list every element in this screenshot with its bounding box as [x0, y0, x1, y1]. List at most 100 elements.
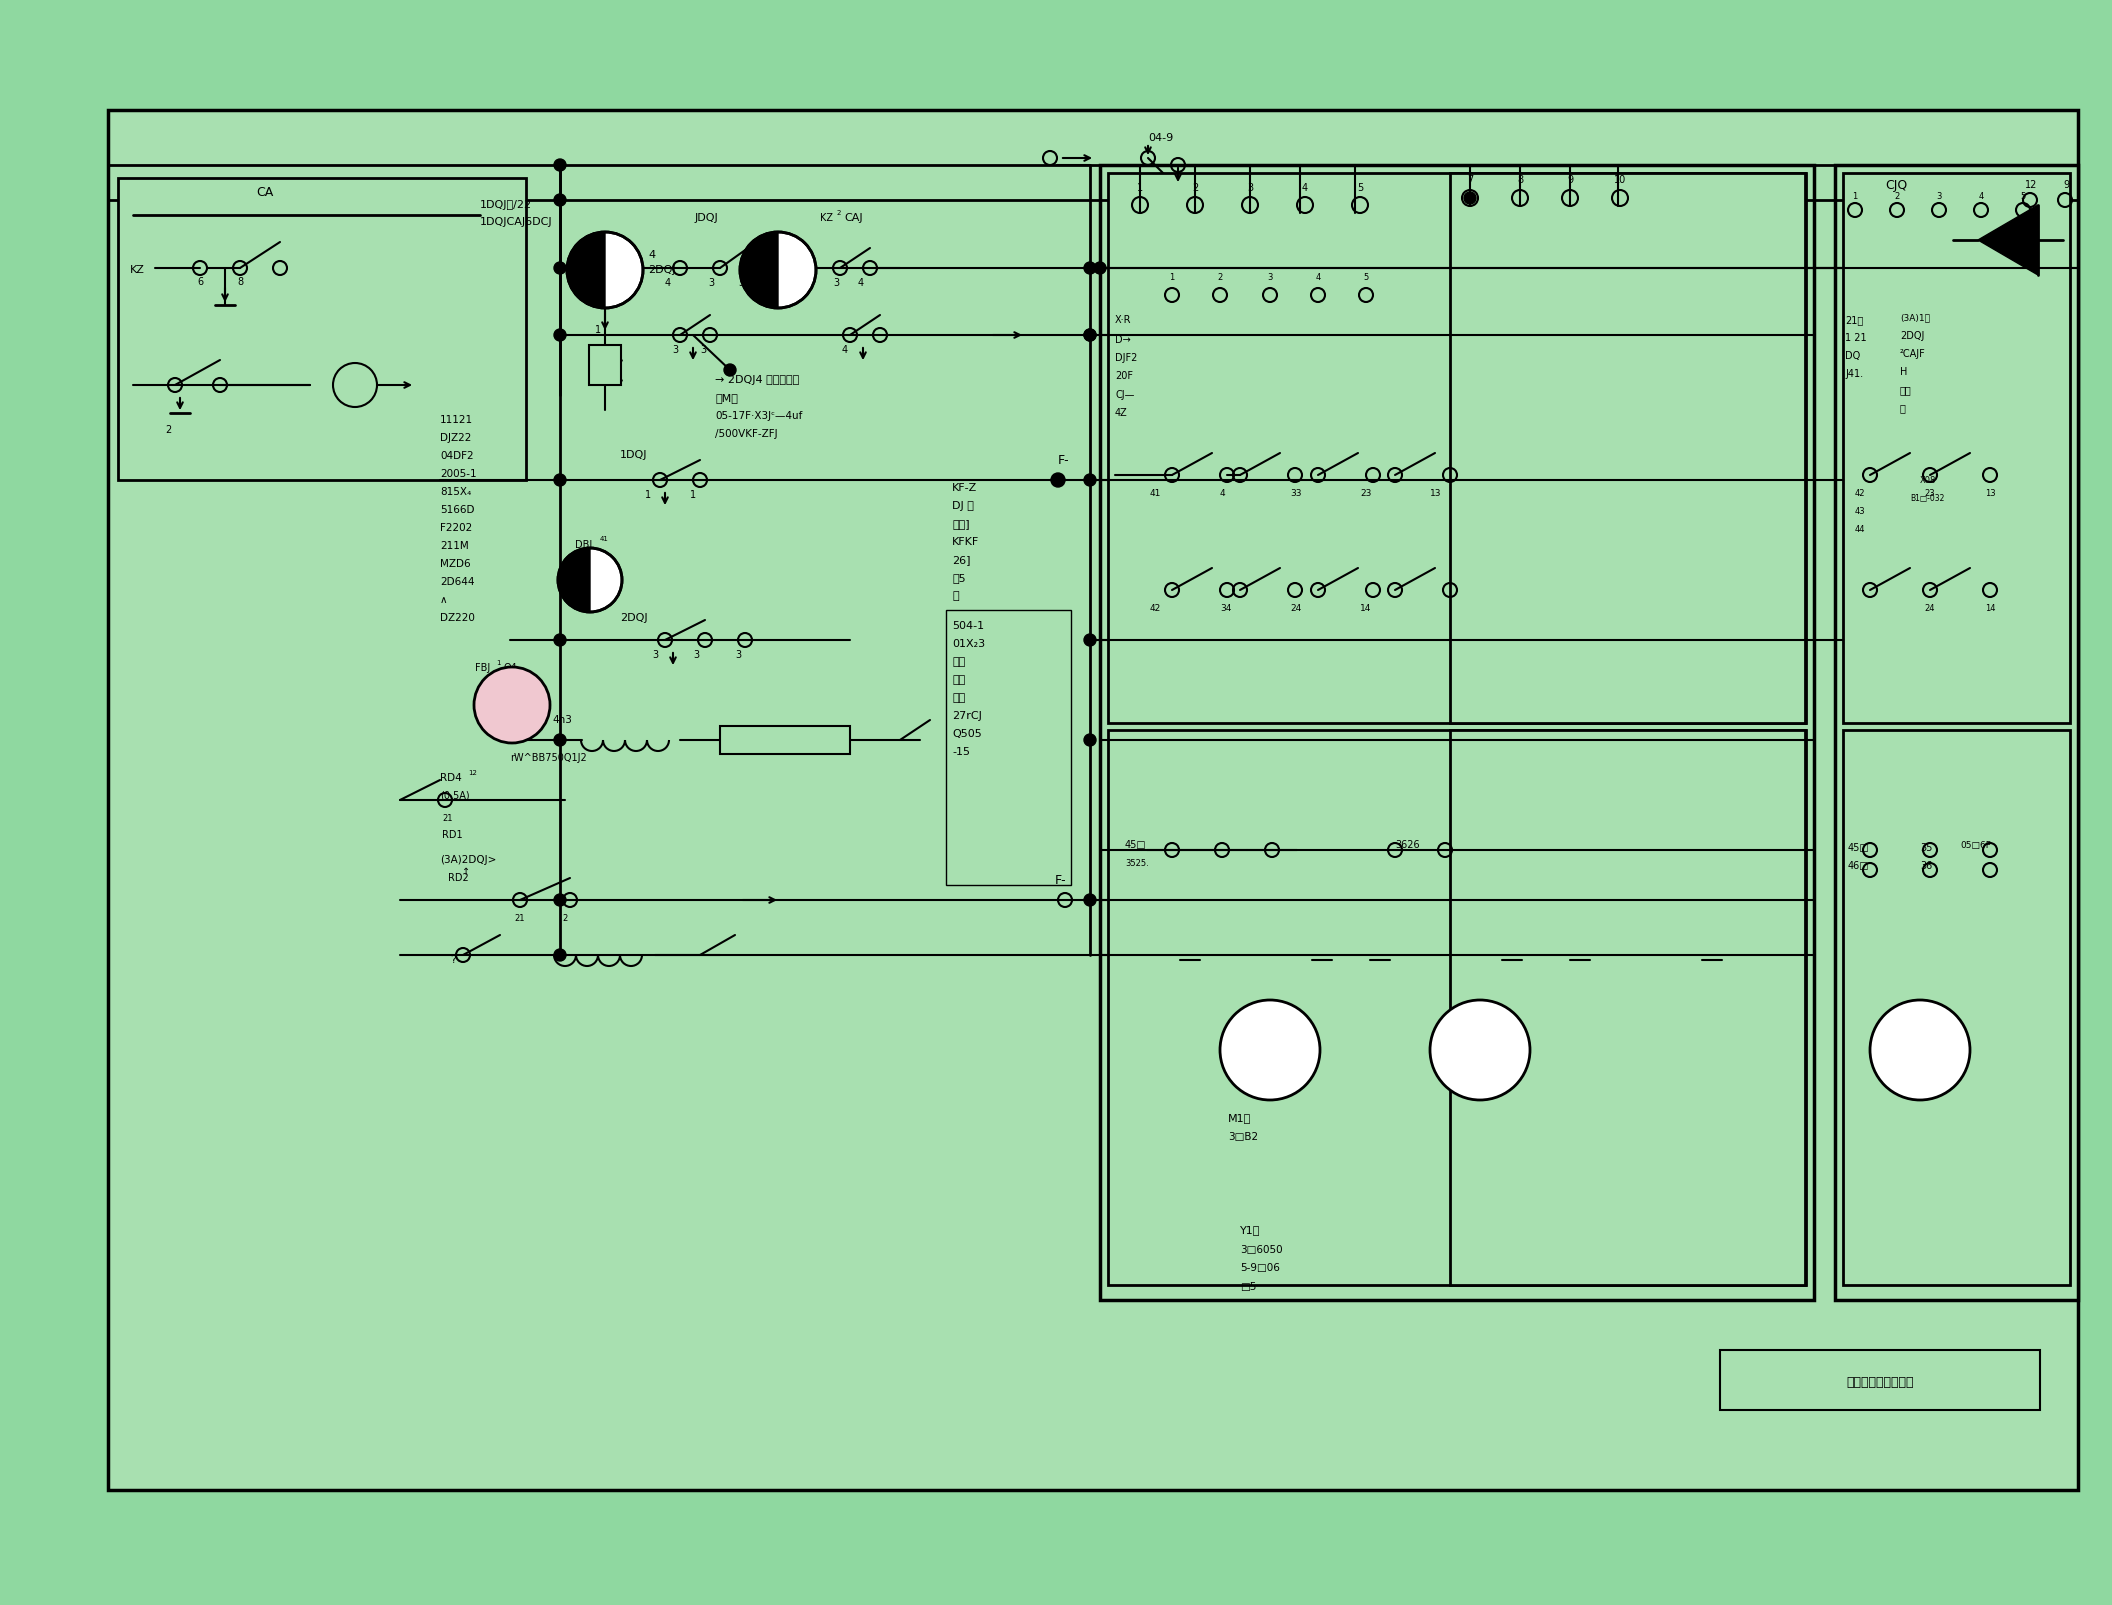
- Text: RD1: RD1: [441, 830, 463, 839]
- Text: （5: （5: [953, 573, 965, 583]
- Text: CJ—: CJ—: [1115, 390, 1134, 400]
- Text: CJQ: CJQ: [1886, 178, 1907, 191]
- Text: 8: 8: [237, 278, 243, 287]
- Text: 211M: 211M: [439, 541, 469, 551]
- Text: 属: 属: [953, 591, 959, 600]
- Text: 缆盒: 缆盒: [953, 693, 965, 703]
- Text: 10: 10: [1614, 175, 1626, 185]
- Text: rW^BB750Q1J2: rW^BB750Q1J2: [509, 753, 587, 762]
- Text: JDQJ: JDQJ: [695, 213, 718, 223]
- Text: FBJ: FBJ: [475, 663, 490, 672]
- Bar: [118, 178, 526, 480]
- Text: 4: 4: [1221, 488, 1225, 498]
- Text: 14: 14: [1360, 603, 1371, 613]
- Text: 4: 4: [665, 278, 672, 287]
- Text: KFKF: KFKF: [953, 538, 980, 547]
- Circle shape: [553, 733, 566, 746]
- Text: DJZ22: DJZ22: [439, 433, 471, 443]
- Text: 3: 3: [572, 250, 581, 260]
- Text: 13: 13: [1430, 488, 1442, 498]
- Circle shape: [739, 233, 815, 308]
- Text: 盒电: 盒电: [953, 676, 965, 685]
- Text: 2DQJ: 2DQJ: [648, 265, 676, 274]
- Circle shape: [1052, 473, 1064, 486]
- Text: 3□6050: 3□6050: [1240, 1245, 1282, 1255]
- Text: 3: 3: [1246, 183, 1252, 193]
- Circle shape: [553, 634, 566, 645]
- Text: 4: 4: [843, 345, 849, 355]
- Text: 3: 3: [693, 650, 699, 660]
- Text: 504-1: 504-1: [953, 621, 984, 631]
- Text: 45□: 45□: [1126, 839, 1147, 851]
- Bar: [1109, 730, 1806, 1286]
- Text: RD4: RD4: [439, 774, 463, 783]
- Text: 6: 6: [196, 278, 203, 287]
- Text: 04-9: 04-9: [1149, 133, 1174, 143]
- Bar: [1109, 173, 1806, 722]
- Circle shape: [1083, 634, 1096, 645]
- Circle shape: [1869, 1000, 1970, 1099]
- Text: 层一: 层一: [1901, 385, 1911, 395]
- Text: 2: 2: [1217, 273, 1223, 281]
- Text: （M）: （M）: [716, 393, 737, 403]
- Text: 11121: 11121: [439, 416, 473, 425]
- Text: 5: 5: [1364, 273, 1369, 281]
- Circle shape: [553, 329, 566, 340]
- Circle shape: [1083, 473, 1096, 486]
- Circle shape: [1094, 262, 1107, 274]
- Text: 33: 33: [1290, 488, 1301, 498]
- Text: 1DQJ：/22: 1DQJ：/22: [479, 201, 532, 210]
- Text: 36: 36: [1920, 860, 1932, 872]
- Text: CAJ: CAJ: [845, 213, 862, 223]
- Text: 电缆: 电缆: [953, 656, 965, 668]
- Text: 14: 14: [1985, 603, 1996, 613]
- Circle shape: [553, 949, 566, 961]
- Text: 3: 3: [1937, 191, 1941, 201]
- Text: 1DQJ: 1DQJ: [621, 449, 648, 461]
- Circle shape: [566, 233, 642, 308]
- Text: D→: D→: [1115, 335, 1130, 345]
- Text: 23: 23: [1924, 488, 1935, 498]
- Text: 12: 12: [469, 770, 477, 775]
- Text: 4Z: 4Z: [1115, 408, 1128, 417]
- Circle shape: [724, 364, 735, 376]
- Text: 2D644: 2D644: [439, 578, 475, 587]
- Text: 01X₂3: 01X₂3: [953, 639, 984, 648]
- Text: 41: 41: [1151, 488, 1162, 498]
- Text: O4: O4: [503, 663, 517, 672]
- Bar: [720, 725, 849, 754]
- Circle shape: [1221, 1000, 1320, 1099]
- Text: Y1、: Y1、: [1240, 1225, 1261, 1234]
- Text: 5: 5: [2021, 191, 2025, 201]
- Text: 24: 24: [1290, 603, 1301, 613]
- Text: → 2DQJ4 一、第二动: → 2DQJ4 一、第二动: [716, 376, 798, 385]
- Text: 5-9□06: 5-9□06: [1240, 1263, 1280, 1273]
- Text: B1□-032: B1□-032: [1909, 493, 1945, 502]
- Text: 4: 4: [1316, 273, 1320, 281]
- Text: F2202: F2202: [439, 523, 473, 533]
- Text: 7: 7: [1468, 175, 1474, 185]
- Text: 2: 2: [165, 425, 171, 435]
- Wedge shape: [739, 233, 777, 308]
- Text: 8: 8: [1516, 175, 1523, 185]
- Text: F-: F-: [1056, 873, 1067, 886]
- Text: J41.: J41.: [1846, 369, 1863, 379]
- Text: 3: 3: [708, 278, 714, 287]
- Text: 2: 2: [836, 210, 841, 217]
- Bar: [1451, 730, 1806, 1286]
- Text: 1 21: 1 21: [1846, 332, 1867, 343]
- Text: 05□6F: 05□6F: [1960, 841, 1992, 849]
- Text: DBJ: DBJ: [574, 539, 591, 551]
- Bar: [1835, 165, 2078, 1300]
- Text: 2005-1: 2005-1: [439, 469, 477, 478]
- Text: 26]: 26]: [953, 555, 972, 565]
- Bar: [1719, 1350, 2040, 1411]
- Text: (3A)1、: (3A)1、: [1901, 313, 1930, 323]
- Text: 5: 5: [1356, 183, 1362, 193]
- Text: 20F: 20F: [1115, 371, 1132, 380]
- Text: ∧: ∧: [439, 595, 448, 605]
- Text: 21: 21: [441, 814, 452, 822]
- Text: 23: 23: [1360, 488, 1371, 498]
- Text: 1DQJCAJ6DCJ: 1DQJCAJ6DCJ: [479, 217, 553, 226]
- Text: 44: 44: [1854, 525, 1865, 533]
